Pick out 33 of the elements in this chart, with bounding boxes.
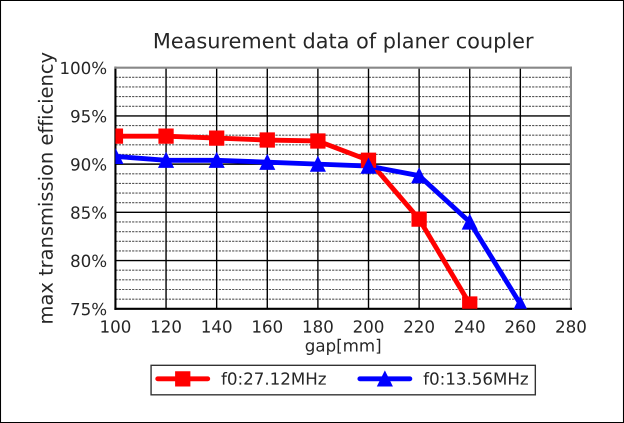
x-tick-label: 280 bbox=[556, 320, 586, 333]
y-tick-label: 90% bbox=[71, 158, 106, 171]
point bbox=[158, 152, 174, 168]
chart-title: Measurement data of planer coupler bbox=[154, 32, 534, 53]
point bbox=[411, 211, 427, 227]
point bbox=[209, 130, 224, 146]
x-tick-label: 160 bbox=[253, 320, 282, 333]
point bbox=[260, 132, 275, 148]
x-tick-label: 140 bbox=[202, 320, 232, 333]
point bbox=[209, 152, 224, 168]
x-tick-label: 100 bbox=[101, 320, 130, 333]
y-tick-label: 85% bbox=[71, 206, 106, 219]
x-tick-label: 180 bbox=[304, 320, 333, 333]
point bbox=[360, 158, 376, 174]
x-tick-label: 240 bbox=[455, 320, 485, 333]
x-tick-label: 200 bbox=[354, 320, 384, 333]
x-axis-title: gap[mm] bbox=[306, 338, 380, 355]
y-tick-label: 80% bbox=[71, 254, 106, 268]
x-tick-label: 220 bbox=[404, 320, 434, 333]
x-tick-label: 120 bbox=[152, 320, 181, 333]
y-axis-title: max transmission efficiency bbox=[38, 52, 57, 323]
x-tick-label: 260 bbox=[506, 320, 536, 333]
point bbox=[310, 156, 326, 172]
point bbox=[158, 128, 174, 144]
point bbox=[260, 154, 275, 170]
y-tick-label: 75% bbox=[71, 302, 106, 316]
y-tick-label: 100% bbox=[61, 62, 106, 74]
point bbox=[462, 214, 478, 230]
point bbox=[310, 133, 326, 149]
point bbox=[462, 296, 478, 309]
y-tick-label: 95% bbox=[71, 110, 106, 122]
legend-label: f0:13.56MHz bbox=[424, 372, 528, 385]
legend-label: f0:27.12MHz bbox=[221, 372, 326, 385]
